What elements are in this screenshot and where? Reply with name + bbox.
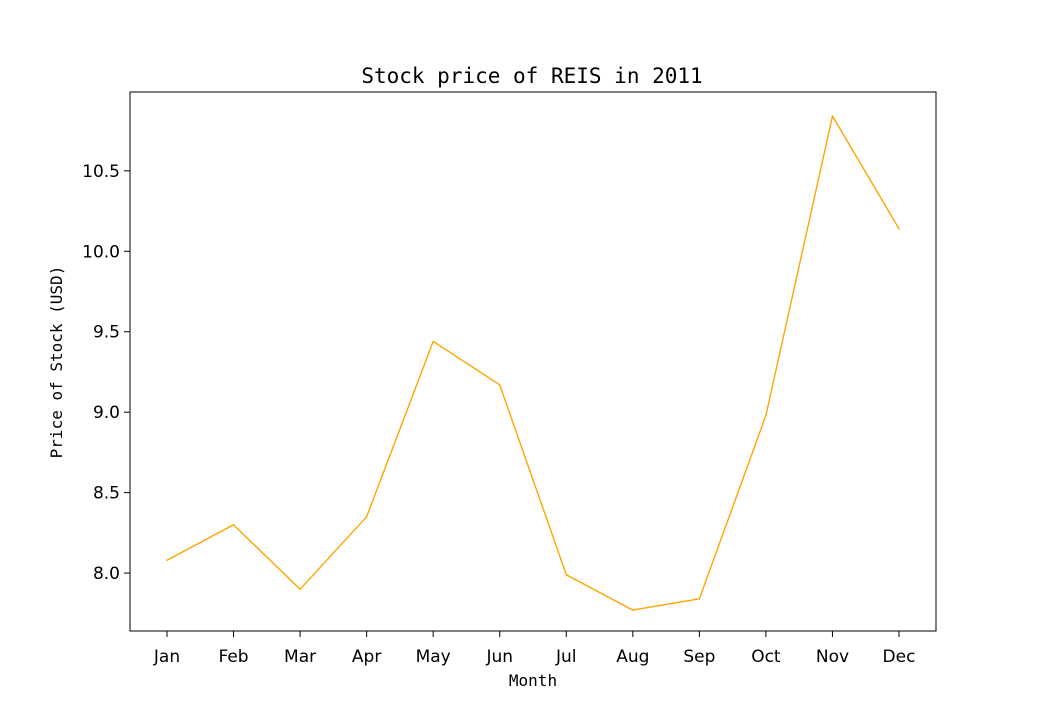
y-tick-label: 9.5 [93,323,120,343]
y-tick-label: 10.5 [82,162,120,182]
x-tick-label: Sep [683,647,715,667]
x-tick-label: Aug [616,647,649,667]
y-tick-label: 9.0 [93,403,120,423]
data-point [299,588,301,590]
x-tick-label: May [416,647,451,667]
data-point [632,609,634,611]
x-tick-label: Mar [284,647,316,667]
y-tick-label: 10.0 [82,242,120,262]
chart-title: Stock price of REIS in 2011 [361,64,702,88]
data-point [232,524,235,526]
data-point [898,227,900,230]
plot-area-frame [129,91,937,632]
x-tick-label: Jun [485,647,513,667]
y-axis-label: Price of Stock (USD) [47,266,66,459]
x-tick-label: Dec [883,647,916,667]
y-tick-label: 8.0 [93,564,120,584]
y-axis: 8.0 8.5 9.0 9.5 10.0 10.5 [82,162,130,584]
data-point [365,515,368,518]
x-tick-label: Oct [751,647,781,667]
x-tick-label: Apr [352,647,381,667]
x-tick-label: Jul [555,647,577,667]
y-tick-label: 8.5 [93,484,120,504]
data-point [765,414,767,417]
data-point [565,573,568,576]
x-tick-label: Feb [218,647,248,667]
x-tick-label: Jan [153,647,180,667]
x-axis-label: Month [509,671,557,690]
data-point [698,598,701,600]
data-point [166,559,168,562]
data-point [432,340,434,343]
data-point [831,115,834,117]
series-layer [166,115,900,611]
data-point [498,384,501,386]
series-line [166,115,900,611]
x-axis: Jan Feb Mar Apr May Jun Jul Aug Sep Oct Nov Dec [153,631,916,667]
x-tick-label: Nov [816,647,849,667]
